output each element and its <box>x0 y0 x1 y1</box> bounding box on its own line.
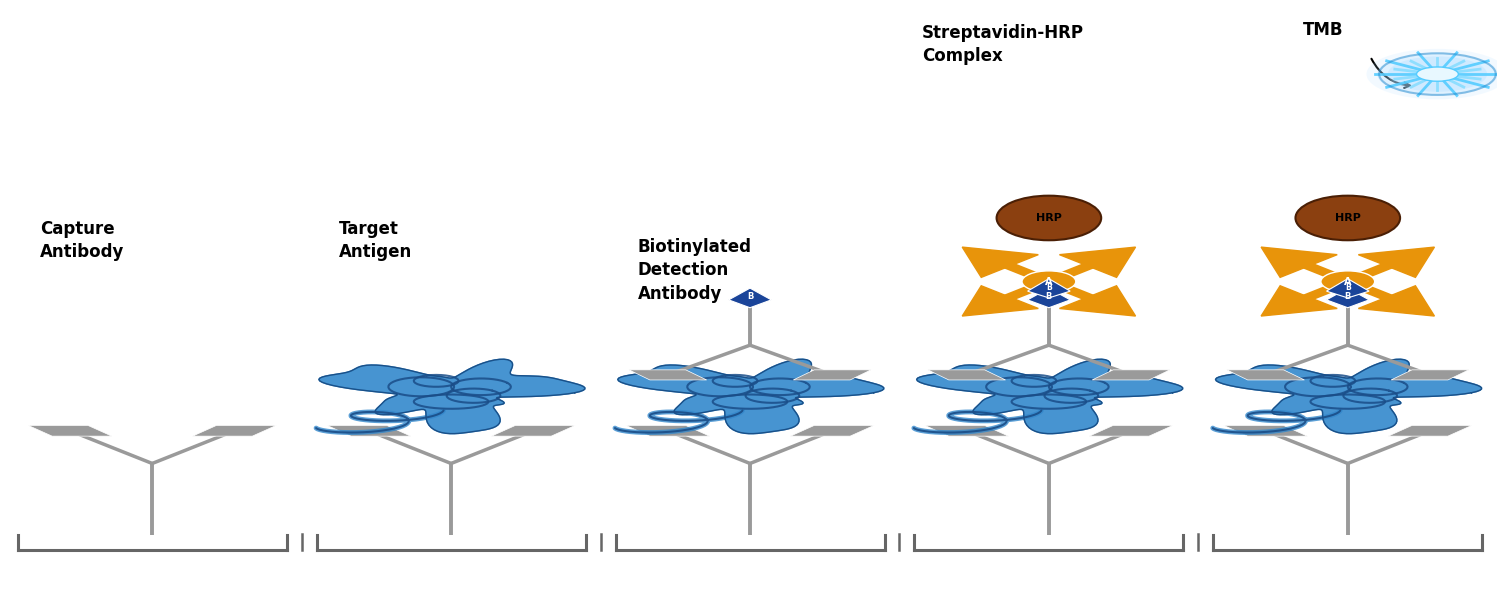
Polygon shape <box>962 247 1038 277</box>
Polygon shape <box>1227 370 1305 380</box>
Polygon shape <box>1326 288 1370 308</box>
Text: Biotinylated
Detection
Antibody: Biotinylated Detection Antibody <box>638 238 752 303</box>
Polygon shape <box>790 425 874 436</box>
Polygon shape <box>1388 425 1472 436</box>
Polygon shape <box>1262 286 1336 316</box>
Polygon shape <box>928 370 1005 380</box>
Polygon shape <box>618 359 884 434</box>
Polygon shape <box>1059 247 1136 277</box>
Polygon shape <box>794 370 871 380</box>
Ellipse shape <box>996 196 1101 240</box>
Text: Capture
Antibody: Capture Antibody <box>40 220 125 262</box>
Text: Streptavidin-HRP
Complex: Streptavidin-HRP Complex <box>922 23 1084 65</box>
Polygon shape <box>1359 286 1434 316</box>
Polygon shape <box>916 359 1182 434</box>
Text: B: B <box>1346 283 1350 292</box>
Polygon shape <box>1326 279 1370 298</box>
Polygon shape <box>28 425 112 436</box>
Text: HRP: HRP <box>1036 213 1062 223</box>
Polygon shape <box>628 370 706 380</box>
Text: TMB: TMB <box>1304 20 1344 38</box>
Text: A: A <box>1046 277 1053 287</box>
Polygon shape <box>1059 286 1136 316</box>
Text: B: B <box>1046 292 1052 301</box>
Polygon shape <box>1028 288 1071 308</box>
Polygon shape <box>729 288 771 308</box>
Polygon shape <box>962 286 1038 316</box>
Text: Target
Antigen: Target Antigen <box>339 220 412 262</box>
Ellipse shape <box>1296 196 1400 240</box>
Polygon shape <box>320 359 585 434</box>
Polygon shape <box>1262 247 1336 277</box>
Text: B: B <box>1344 292 1352 301</box>
Polygon shape <box>1089 425 1173 436</box>
Ellipse shape <box>1377 53 1498 95</box>
Polygon shape <box>1359 247 1434 277</box>
Circle shape <box>1022 271 1076 292</box>
Polygon shape <box>1390 370 1468 380</box>
Circle shape <box>1322 271 1374 292</box>
Polygon shape <box>492 425 574 436</box>
Polygon shape <box>327 425 411 436</box>
Polygon shape <box>1224 425 1308 436</box>
Ellipse shape <box>1416 67 1458 81</box>
Text: B: B <box>747 292 753 301</box>
Polygon shape <box>626 425 710 436</box>
Ellipse shape <box>1388 56 1486 92</box>
Ellipse shape <box>1366 49 1500 100</box>
Polygon shape <box>1028 279 1069 298</box>
Polygon shape <box>1092 370 1170 380</box>
Text: A: A <box>1344 277 1352 287</box>
Polygon shape <box>1215 359 1482 434</box>
Text: HRP: HRP <box>1335 213 1360 223</box>
Text: B: B <box>1046 283 1052 292</box>
Polygon shape <box>192 425 276 436</box>
Polygon shape <box>926 425 1008 436</box>
